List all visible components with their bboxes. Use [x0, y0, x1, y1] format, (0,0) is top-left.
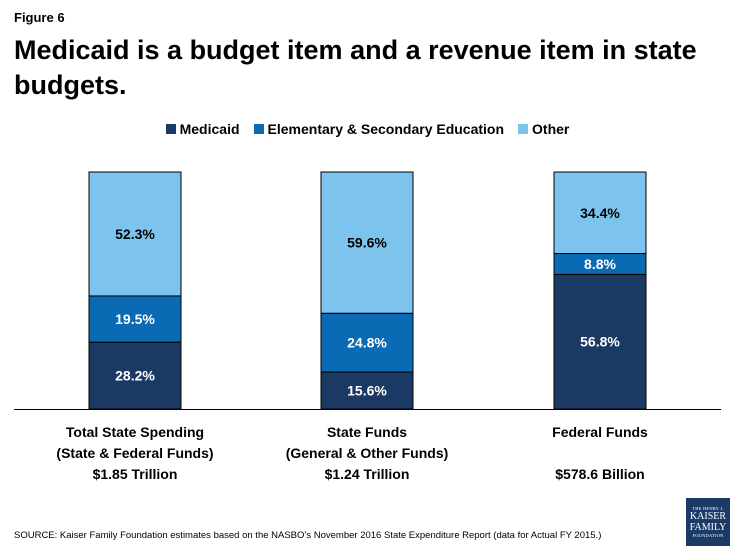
- data-label-education-0: 19.5%: [115, 311, 155, 327]
- category-label-line: (State & Federal Funds): [56, 445, 214, 461]
- data-label-other-0: 52.3%: [115, 226, 155, 242]
- legend-label-medicaid: Medicaid: [179, 121, 240, 137]
- bar-segment-medicaid-2: [553, 273, 647, 410]
- data-label-other-2: 34.4%: [580, 205, 620, 221]
- category-label-line: $1.24 Trillion: [324, 466, 410, 482]
- bar-segment-education-0: [88, 295, 182, 343]
- data-label-medicaid-1: 15.6%: [347, 383, 387, 399]
- bar-segment-other-2: [553, 171, 647, 255]
- bar-segment-other-1: [320, 171, 414, 314]
- category-label-federal-funds: Federal Funds $578.6 Billion: [480, 422, 720, 485]
- category-label-line: Federal Funds: [552, 424, 648, 440]
- data-label-medicaid-2: 56.8%: [580, 334, 620, 350]
- data-label-education-1: 24.8%: [347, 335, 387, 351]
- legend: Medicaid Elementary & Secondary Educatio…: [0, 120, 735, 138]
- legend-swatch-education: [253, 124, 264, 134]
- logo-line: KAISER: [689, 511, 727, 522]
- category-label-line: [480, 443, 720, 464]
- category-label-line: $578.6 Billion: [555, 466, 645, 482]
- bar-segment-other-0: [88, 171, 182, 297]
- kff-logo: THE HENRY J. KAISER FAMILY FOUNDATION: [686, 498, 730, 546]
- legend-swatch-other: [518, 124, 529, 134]
- legend-label-other: Other: [532, 121, 570, 137]
- category-label-line: (General & Other Funds): [285, 445, 449, 461]
- data-label-education-2: 8.8%: [584, 256, 616, 272]
- legend-swatch-medicaid: [165, 124, 176, 134]
- legend-item-education: Elementary & Secondary Education: [253, 120, 505, 138]
- legend-label-education: Elementary & Secondary Education: [267, 121, 505, 137]
- figure-label: Figure 6: [14, 10, 65, 25]
- chart-title: Medicaid is a budget item and a revenue …: [14, 35, 697, 100]
- category-label-line: Total State Spending: [65, 424, 205, 440]
- logo-line: THE HENRY J.: [692, 506, 724, 511]
- category-label-state-funds: State Funds (General & Other Funds) $1.2…: [247, 422, 487, 485]
- source-note: SOURCE: Kaiser Family Foundation estimat…: [14, 530, 602, 541]
- legend-item-medicaid: Medicaid: [165, 120, 240, 138]
- data-label-other-1: 59.6%: [347, 235, 387, 251]
- legend-item-other: Other: [518, 120, 569, 138]
- category-label-line: $1.85 Trillion: [92, 466, 178, 482]
- category-label-total-state-spending: Total State Spending (State & Federal Fu…: [15, 422, 255, 485]
- logo-line: FOUNDATION: [692, 533, 724, 538]
- logo-line: FAMILY: [689, 522, 727, 533]
- data-label-medicaid-0: 28.2%: [115, 368, 155, 384]
- bar-segment-education-1: [320, 312, 414, 373]
- bar-segment-medicaid-1: [320, 371, 414, 410]
- category-label-line: State Funds: [326, 424, 408, 440]
